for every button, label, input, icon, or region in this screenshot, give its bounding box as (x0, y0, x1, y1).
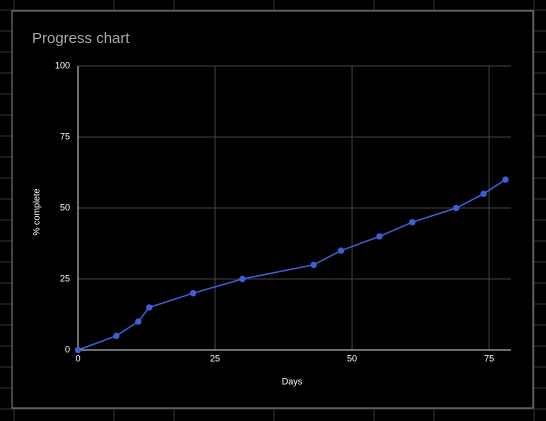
point (74, 346, 82, 354)
point (337, 247, 345, 254)
point (502, 176, 509, 183)
y-tick-label: 75 (60, 131, 70, 141)
x-axis-label: Days (282, 376, 303, 386)
y-tick-label: 100 (55, 60, 70, 70)
x-tick-label: 50 (347, 353, 357, 363)
point (239, 275, 246, 283)
point (310, 261, 317, 268)
x-tick-label: 25 (210, 353, 220, 363)
point (409, 219, 416, 226)
point (113, 332, 120, 339)
point (135, 318, 142, 325)
y-axis-label: % complete (31, 188, 41, 235)
point (189, 290, 197, 297)
point (452, 204, 460, 212)
point (480, 190, 487, 197)
point (376, 233, 383, 240)
y-tick-label: 0 (65, 344, 70, 354)
x-tick-label: 0 (75, 353, 80, 363)
y-tick-label: 25 (60, 273, 70, 283)
chart-title: Progress chart (32, 30, 130, 47)
y-tick-label: 50 (60, 202, 70, 212)
point (146, 304, 153, 311)
plot: 0 25 50 75 100 0 25 50 75 (55, 60, 511, 363)
x-tick-label: 75 (484, 353, 494, 363)
